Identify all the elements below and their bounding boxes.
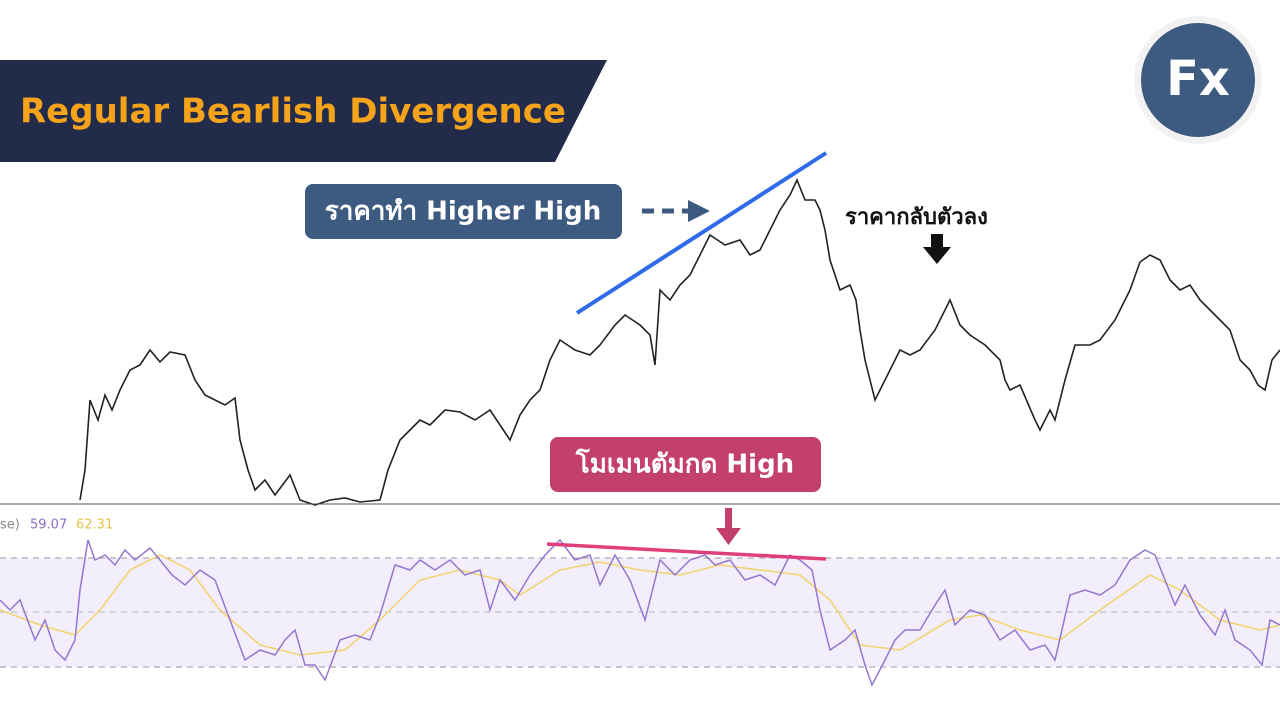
- title: Regular Bearlish Divergence: [20, 92, 566, 132]
- indicator-label: se): [0, 518, 20, 533]
- title-banner: [0, 60, 607, 162]
- reversal-arrow-head: [923, 247, 951, 264]
- price-callout-text: ราคาทำ Higher High: [325, 197, 601, 227]
- rsi-trendline: [546, 542, 827, 561]
- momentum-arrow-head: [716, 528, 741, 545]
- rsi-value: 59.07: [30, 518, 67, 533]
- momentum-callout: [550, 437, 821, 492]
- rsi-ma-value: 62.31: [76, 518, 113, 533]
- price-line: [79, 177, 1280, 506]
- momentum-arrow: [725, 508, 732, 530]
- logo: [1141, 23, 1255, 137]
- rsi-line: [0, 538, 1280, 687]
- reversal-text: ราคากลับตัวลง: [845, 205, 988, 230]
- rsi-ma: [0, 554, 1280, 656]
- momentum-callout-text: โมเมนตัมกด High: [575, 448, 794, 480]
- logo-text: Fx: [1166, 51, 1230, 107]
- reversal-arrow: [931, 234, 943, 248]
- price-trendline: [575, 151, 828, 315]
- arrow-head: [688, 200, 710, 222]
- price-callout: [305, 184, 622, 239]
